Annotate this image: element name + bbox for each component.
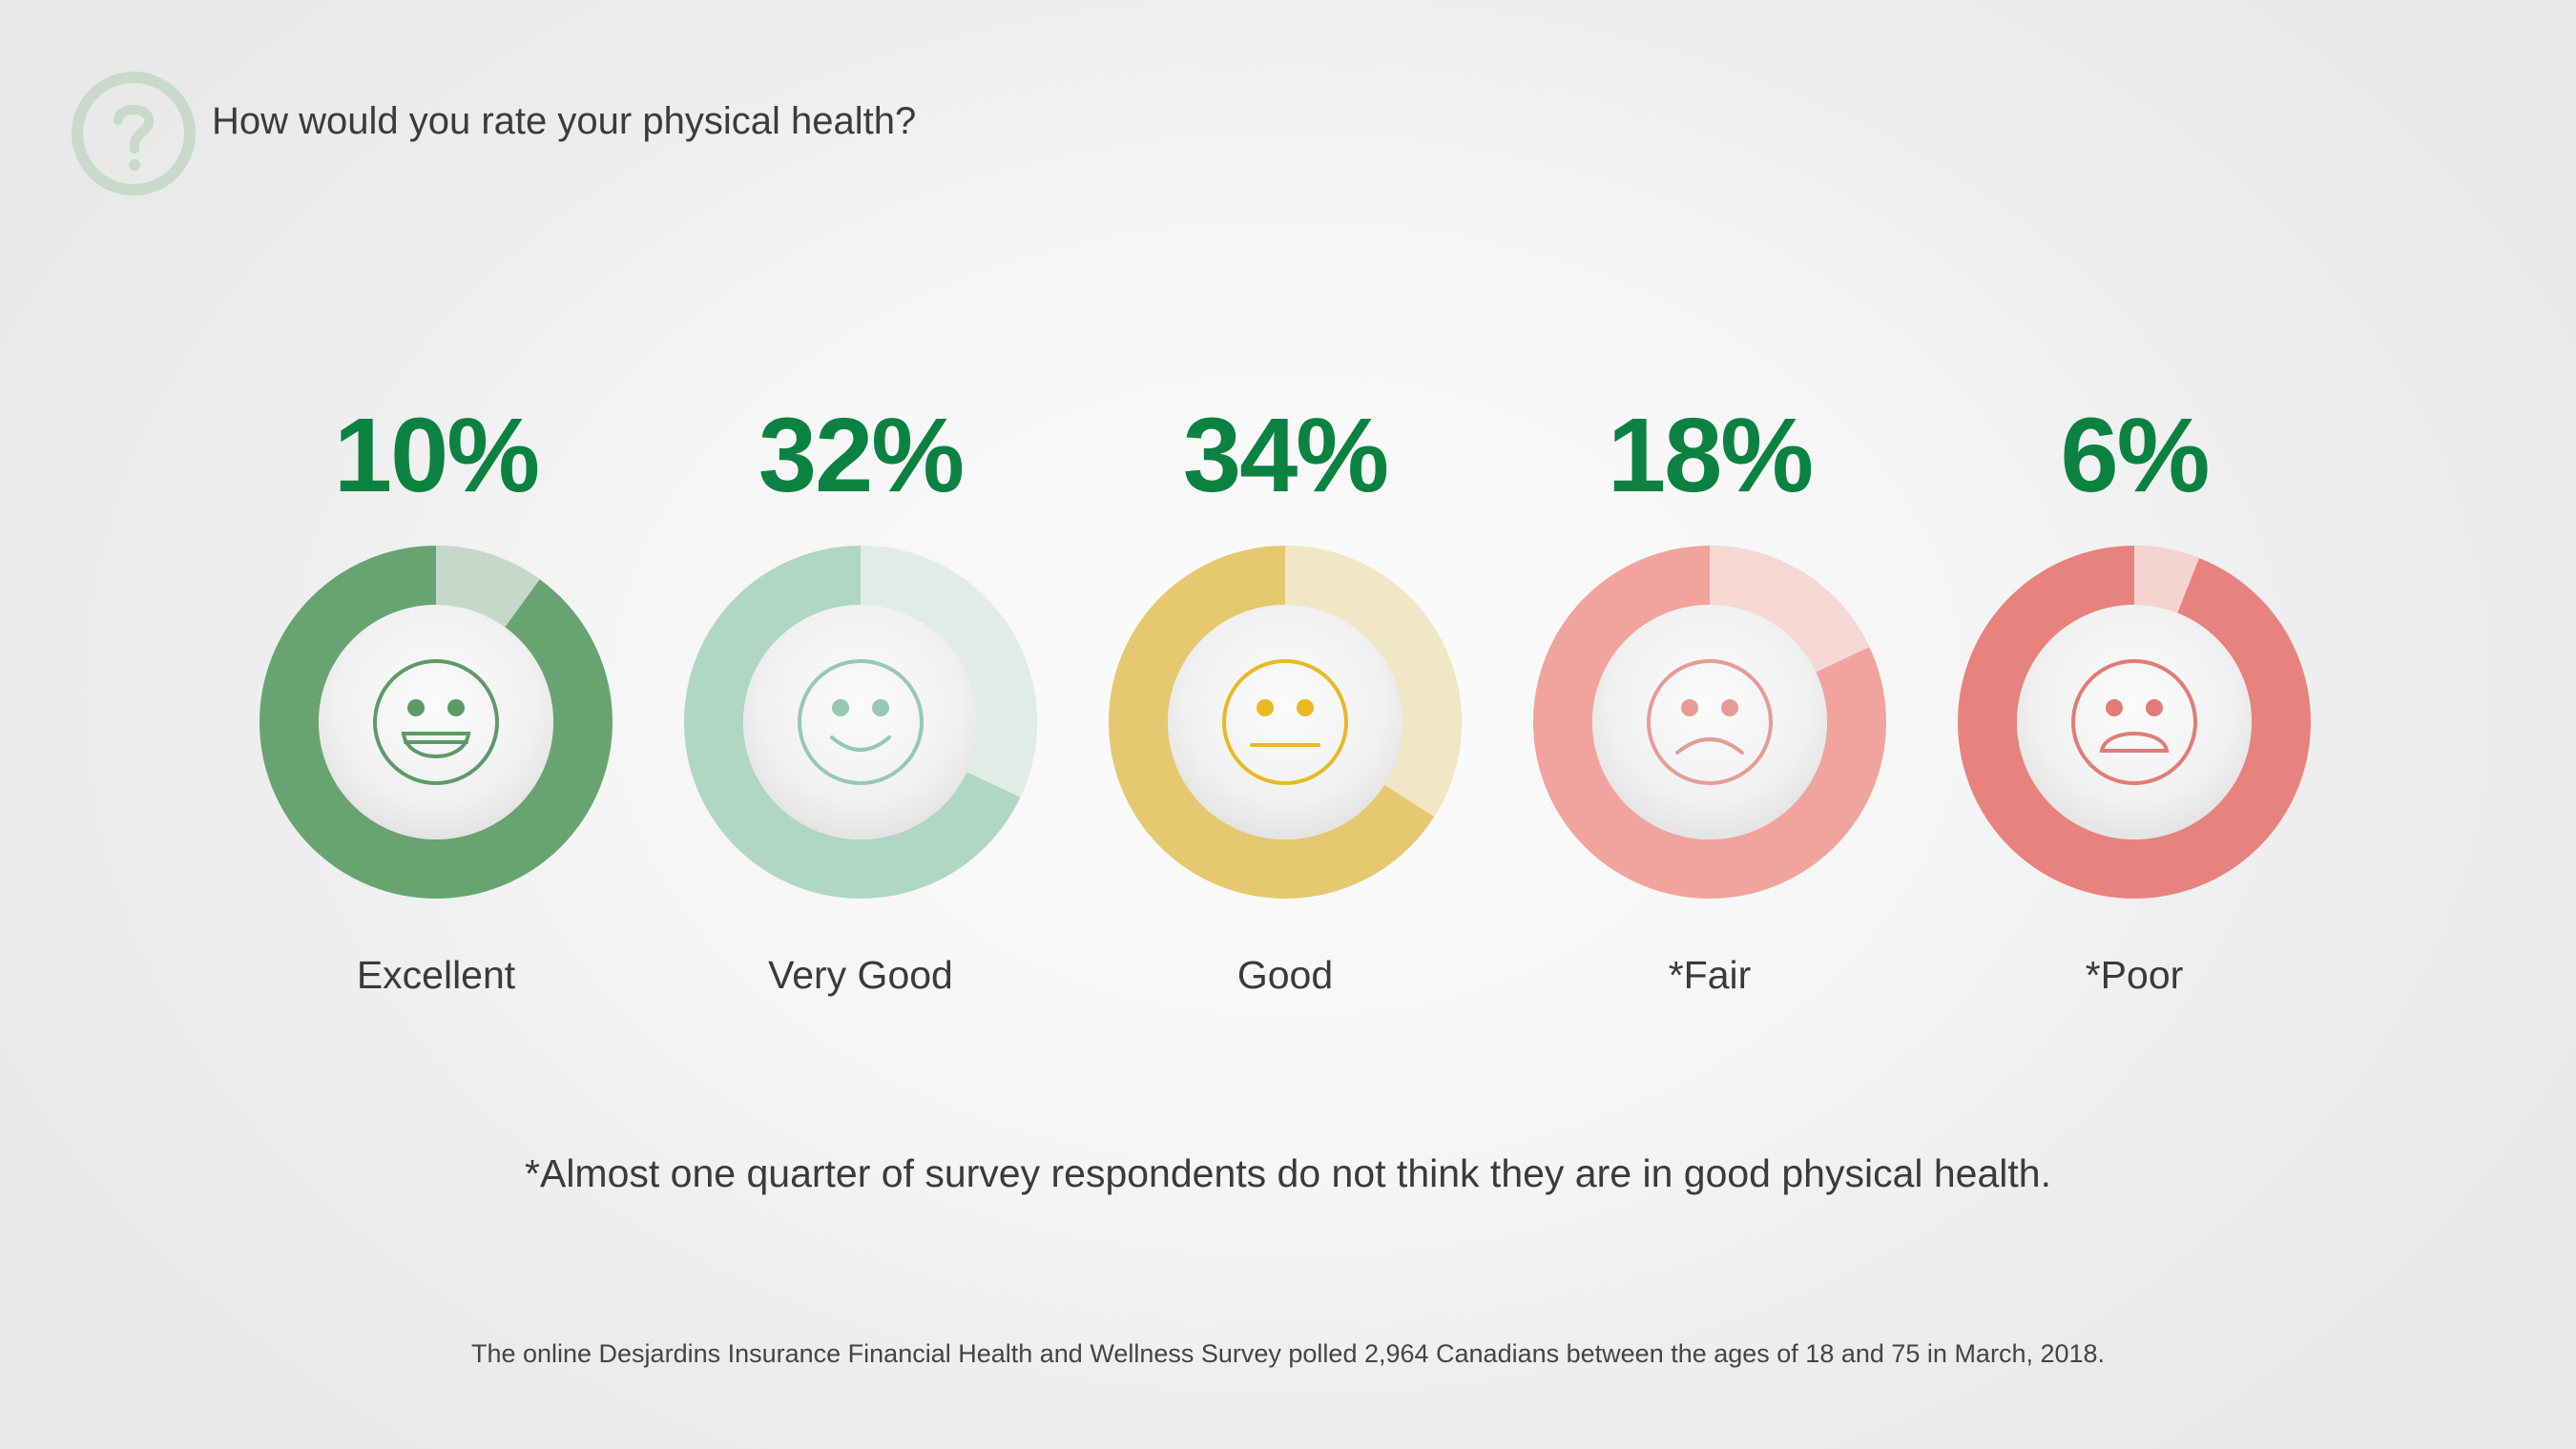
face-icon-smile [798,659,924,785]
source-note: The online Desjardins Insurance Financia… [470,1339,2106,1368]
donut-segment-fair [1709,546,1870,673]
value-label-good: 34% [1182,397,1389,514]
donut-center-excellent [319,605,553,839]
donut-segment-verygood [860,546,1037,797]
donut-segment-excellent [435,546,540,628]
donut-center-good [1168,605,1402,839]
donut-center-verygood [743,605,978,839]
category-label-verygood: Very Good [768,953,953,997]
face-icon-frown [1647,659,1773,785]
face-icon-grin [373,659,499,785]
donut-center-poor [2017,605,2252,839]
value-label-excellent: 10% [333,397,540,514]
donut-center-fair [1592,605,1827,839]
page-title: How would you rate your physical health? [212,100,917,142]
question-icon [72,72,196,196]
category-label-good: Good [1236,953,1334,997]
value-label-verygood: 32% [758,397,965,514]
value-label-poor: 6% [2060,397,2211,514]
footnote: *Almost one quarter of survey respondent… [525,1151,2051,1195]
category-label-excellent: Excellent [356,953,516,997]
value-label-fair: 18% [1607,397,1814,514]
donut-segment-poor [2133,546,2200,613]
category-label-poor: *Poor [2085,953,2184,997]
face-icon-neutral [1222,659,1348,785]
face-icon-sad [2071,659,2197,785]
donut-segment-good [1284,546,1462,818]
category-label-fair: *Fair [1668,953,1752,997]
